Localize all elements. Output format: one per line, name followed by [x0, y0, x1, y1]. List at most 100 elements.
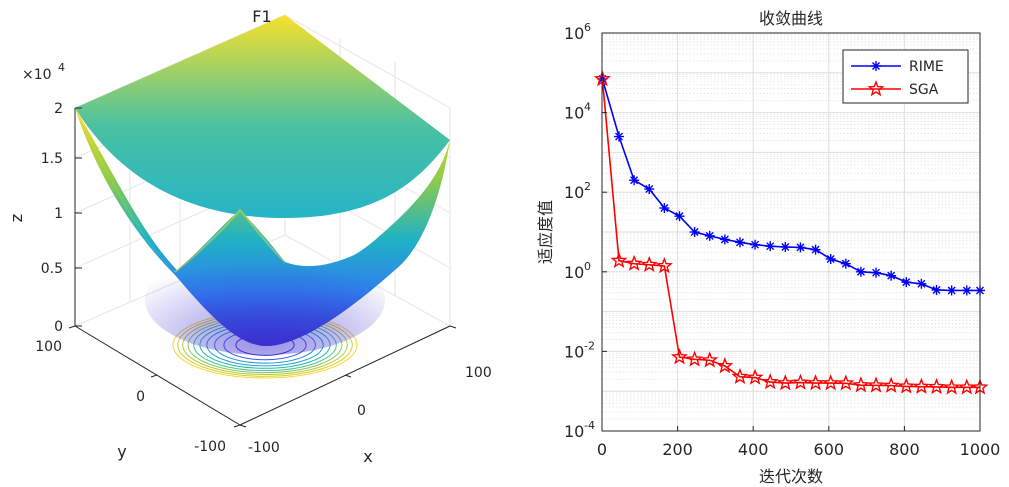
data-point-sga: [852, 376, 870, 393]
data-point-rime: [961, 285, 972, 296]
convergence-y-label: 适应度值: [536, 200, 555, 264]
data-point-sga: [837, 374, 855, 391]
x-tick-label: 800: [889, 440, 920, 459]
x-tick-label: 1000: [960, 440, 1001, 459]
data-point-sga: [912, 377, 930, 394]
data-point-rime: [931, 284, 942, 295]
y-tick-label: -100: [194, 439, 226, 455]
y-tick-label: 10: [564, 263, 584, 282]
data-point-rime: [871, 267, 882, 278]
data-point-sga: [822, 374, 840, 391]
series-line-sga: [601, 78, 980, 389]
data-point-rime: [795, 242, 806, 253]
z-exponent: ×10 4: [22, 61, 65, 83]
data-point-sga: [897, 377, 915, 394]
data-point-rime: [689, 227, 700, 237]
data-point-rime: [780, 241, 791, 252]
data-point-sga: [958, 378, 976, 395]
data-point-sga: [791, 373, 809, 390]
data-point-rime: [659, 203, 670, 214]
data-point-sga: [928, 377, 946, 395]
data-point-sga: [625, 254, 643, 271]
data-point-rime: [614, 131, 625, 142]
y-tick-label: 100: [35, 339, 62, 355]
z-axis-label: z: [7, 214, 26, 222]
z-tick-label: 0.5: [41, 261, 63, 277]
y-tick-label: 10: [564, 342, 584, 361]
y-tick-exponent: 6: [584, 21, 591, 34]
x-tick-label: 0: [597, 440, 607, 459]
y-tick-exponent: -4: [584, 419, 595, 432]
data-point-rime: [886, 270, 897, 281]
data-point-sga: [761, 373, 779, 390]
surface-axes: [68, 107, 457, 428]
y-tick-exponent: 0: [584, 260, 591, 273]
z-tick-label: 1.5: [41, 151, 63, 167]
data-point-rime: [750, 239, 761, 250]
data-point-rime: [629, 175, 640, 186]
data-point-sga: [746, 368, 764, 385]
y-tick-label: 0: [136, 389, 145, 405]
z-tick-label: 2: [54, 101, 63, 117]
x-tick-label: 400: [738, 440, 769, 459]
surface-plot: F1 ×10 4 2 1.5 1 0.5 0 z 100 0 -100 y -1…: [7, 7, 492, 466]
z-tick-label: 1: [54, 206, 63, 222]
data-point-sga: [701, 351, 719, 368]
y-tick-label: 10: [564, 183, 584, 202]
legend-marker-sga: [867, 80, 885, 97]
legend-label-rime: RIME: [909, 59, 944, 75]
data-point-sga: [640, 255, 658, 273]
data-point-sga: [807, 374, 825, 391]
legend-box: [842, 49, 969, 104]
data-point-rime: [916, 278, 927, 289]
data-point-sga: [731, 367, 749, 385]
x-tick-label: 0: [357, 403, 366, 419]
x-axis-label: x: [363, 447, 372, 466]
data-point-rime: [674, 211, 685, 222]
y-tick-label: 10: [564, 24, 584, 43]
data-point-rime: [855, 266, 866, 277]
data-point-sga: [716, 357, 734, 374]
y-tick-label: 10: [564, 422, 584, 441]
data-point-sga: [670, 348, 689, 365]
surface-mesh: [75, 15, 450, 355]
y-axis-label: y: [117, 442, 126, 461]
data-point-sga: [655, 257, 673, 274]
y-tick-exponent: 4: [584, 101, 591, 114]
legend-label-sga: SGA: [909, 82, 939, 98]
convergence-title: 收敛曲线: [759, 9, 823, 28]
data-point-rime: [704, 230, 715, 241]
data-point-rime: [901, 277, 912, 288]
convergence-x-label: 迭代次数: [759, 467, 823, 486]
data-point-sga: [776, 374, 794, 391]
data-point-sga: [943, 378, 961, 395]
data-point-sga: [686, 350, 704, 367]
data-point-rime: [734, 237, 745, 248]
data-point-rime: [825, 253, 836, 264]
data-point-sga: [610, 251, 628, 268]
y-tick-label: 10: [564, 104, 584, 123]
z-exponent-base: ×10: [22, 67, 52, 83]
x-tick-label: 600: [814, 440, 845, 459]
x-tick-label: 100: [465, 365, 492, 381]
data-point-sga: [867, 376, 885, 393]
data-point-rime: [840, 258, 851, 269]
legend-marker-rime: [871, 61, 881, 71]
surface-title: F1: [252, 7, 271, 26]
z-tick-label: 0: [54, 319, 63, 335]
z-exponent-power: 4: [58, 61, 65, 74]
data-point-rime: [946, 285, 957, 296]
data-point-rime: [644, 184, 655, 195]
y-tick-exponent: -2: [584, 339, 595, 352]
data-point-rime: [765, 241, 776, 252]
plot-frame: [601, 32, 981, 432]
x-tick-label: 200: [662, 440, 693, 459]
data-point-rime: [810, 244, 821, 255]
data-point-sga: [882, 376, 900, 393]
x-tick-label: -100: [248, 440, 280, 456]
legend: RIME SGA: [842, 49, 969, 104]
data-point-rime: [719, 234, 730, 245]
